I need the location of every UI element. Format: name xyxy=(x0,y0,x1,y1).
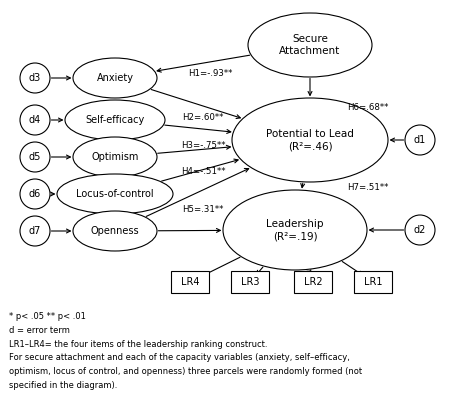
Text: Anxiety: Anxiety xyxy=(97,73,134,83)
Text: H5=.31**: H5=.31** xyxy=(182,205,224,215)
Text: Openness: Openness xyxy=(91,226,139,236)
Text: LR1–LR4= the four items of the leadership ranking construct.: LR1–LR4= the four items of the leadershi… xyxy=(9,340,268,349)
Ellipse shape xyxy=(57,174,173,214)
Text: optimism, locus of control, and openness) three parcels were randomly formed (no: optimism, locus of control, and openness… xyxy=(9,367,363,376)
Ellipse shape xyxy=(223,190,367,270)
Text: LR4: LR4 xyxy=(181,277,199,287)
Ellipse shape xyxy=(405,215,435,245)
Text: Self-efficacy: Self-efficacy xyxy=(85,115,145,125)
Text: H4=-.51**: H4=-.51** xyxy=(181,168,225,176)
Ellipse shape xyxy=(232,98,388,182)
Ellipse shape xyxy=(20,142,50,172)
Ellipse shape xyxy=(20,216,50,246)
Text: Locus-of-control: Locus-of-control xyxy=(76,189,154,199)
Text: Secure
Attachment: Secure Attachment xyxy=(279,34,341,56)
Text: d5: d5 xyxy=(29,152,41,162)
Ellipse shape xyxy=(73,137,157,177)
Ellipse shape xyxy=(73,211,157,251)
Text: d3: d3 xyxy=(29,73,41,83)
Text: H1=-.93**: H1=-.93** xyxy=(188,69,232,79)
Text: d4: d4 xyxy=(29,115,41,125)
Text: d7: d7 xyxy=(29,226,41,236)
Text: Leadership
(R²=.19): Leadership (R²=.19) xyxy=(266,219,324,241)
Ellipse shape xyxy=(20,105,50,135)
Text: H3=-.75**: H3=-.75** xyxy=(181,140,225,150)
Text: * p< .05 ** p< .01: * p< .05 ** p< .01 xyxy=(9,312,86,321)
Text: LR3: LR3 xyxy=(241,277,259,287)
Text: Potential to Lead
(R²=.46): Potential to Lead (R²=.46) xyxy=(266,129,354,151)
Text: LR1: LR1 xyxy=(364,277,382,287)
Ellipse shape xyxy=(20,179,50,209)
Text: H6=.68**: H6=.68** xyxy=(347,103,389,113)
Text: H2=.60**: H2=.60** xyxy=(182,113,224,122)
Text: LR2: LR2 xyxy=(304,277,322,287)
Text: d6: d6 xyxy=(29,189,41,199)
Text: d1: d1 xyxy=(414,135,426,145)
Text: specified in the diagram).: specified in the diagram). xyxy=(9,381,118,390)
Ellipse shape xyxy=(248,13,372,77)
Ellipse shape xyxy=(20,63,50,93)
Text: For secure attachment and each of the capacity variables (anxiety, self–efficacy: For secure attachment and each of the ca… xyxy=(9,354,350,362)
FancyBboxPatch shape xyxy=(171,271,209,293)
FancyBboxPatch shape xyxy=(231,271,269,293)
Ellipse shape xyxy=(405,125,435,155)
FancyBboxPatch shape xyxy=(294,271,332,293)
Text: H7=.51**: H7=.51** xyxy=(347,184,389,192)
Text: Optimism: Optimism xyxy=(91,152,139,162)
FancyBboxPatch shape xyxy=(354,271,392,293)
Ellipse shape xyxy=(65,100,165,140)
Ellipse shape xyxy=(73,58,157,98)
Text: d = error term: d = error term xyxy=(9,326,70,335)
Text: d2: d2 xyxy=(414,225,426,235)
